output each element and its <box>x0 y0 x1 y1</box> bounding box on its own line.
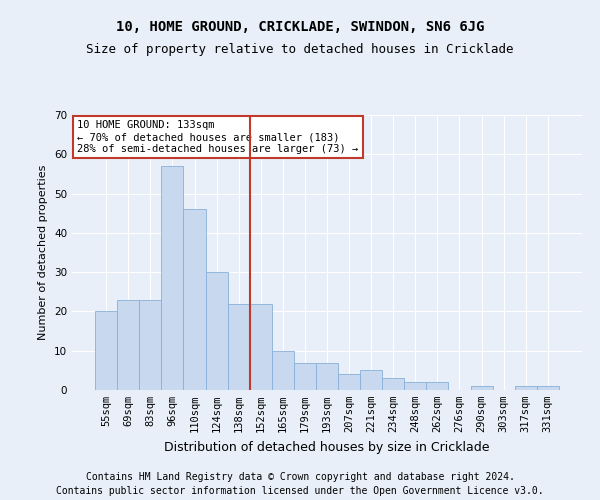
Bar <box>139 300 161 390</box>
Bar <box>537 386 559 390</box>
Text: 10, HOME GROUND, CRICKLADE, SWINDON, SN6 6JG: 10, HOME GROUND, CRICKLADE, SWINDON, SN6… <box>116 20 484 34</box>
Bar <box>184 210 206 390</box>
Text: 10 HOME GROUND: 133sqm
← 70% of detached houses are smaller (183)
28% of semi-de: 10 HOME GROUND: 133sqm ← 70% of detached… <box>77 120 358 154</box>
Bar <box>382 378 404 390</box>
Y-axis label: Number of detached properties: Number of detached properties <box>38 165 49 340</box>
Bar <box>427 382 448 390</box>
Bar <box>338 374 360 390</box>
Bar <box>515 386 537 390</box>
Bar <box>95 312 117 390</box>
Bar <box>161 166 184 390</box>
Bar <box>404 382 427 390</box>
X-axis label: Distribution of detached houses by size in Cricklade: Distribution of detached houses by size … <box>164 440 490 454</box>
Bar <box>250 304 272 390</box>
Bar <box>360 370 382 390</box>
Bar <box>470 386 493 390</box>
Bar <box>117 300 139 390</box>
Text: Contains HM Land Registry data © Crown copyright and database right 2024.: Contains HM Land Registry data © Crown c… <box>86 472 514 482</box>
Bar <box>272 350 294 390</box>
Text: Contains public sector information licensed under the Open Government Licence v3: Contains public sector information licen… <box>56 486 544 496</box>
Bar <box>316 362 338 390</box>
Bar <box>227 304 250 390</box>
Bar <box>294 362 316 390</box>
Text: Size of property relative to detached houses in Cricklade: Size of property relative to detached ho… <box>86 42 514 56</box>
Bar <box>206 272 227 390</box>
